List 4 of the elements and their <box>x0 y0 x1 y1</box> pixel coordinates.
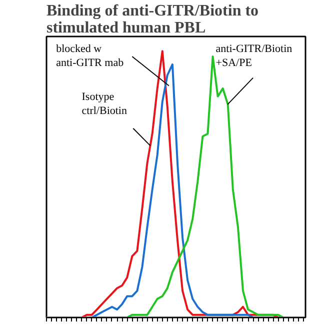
text: Isotype ctrl/Biotin <box>82 91 128 117</box>
text: blocked w anti-GITR mab <box>56 43 124 69</box>
chart-title: Binding of anti-GITR/Biotin to stimulated human PBL <box>46 2 259 36</box>
series-label: anti-GITR/Biotin +SA/PE <box>216 43 293 69</box>
